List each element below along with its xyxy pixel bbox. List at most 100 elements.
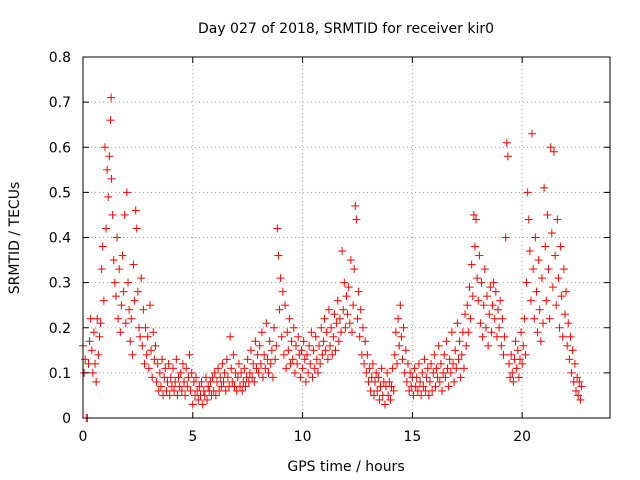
data-point	[331, 346, 340, 355]
data-point	[409, 391, 418, 400]
data-point	[309, 346, 318, 355]
data-point	[291, 341, 300, 350]
data-point	[220, 368, 229, 377]
data-point	[387, 382, 396, 391]
data-point	[307, 328, 316, 337]
data-point	[229, 350, 238, 359]
data-point	[308, 373, 317, 382]
data-point	[124, 278, 133, 287]
data-point	[489, 278, 498, 287]
data-point	[337, 328, 346, 337]
data-point	[216, 373, 225, 382]
data-point	[501, 233, 510, 242]
data-point	[412, 373, 421, 382]
data-point	[521, 350, 530, 359]
data-point	[574, 391, 583, 400]
data-point	[296, 373, 305, 382]
data-point	[240, 364, 249, 373]
data-point	[107, 93, 116, 102]
data-point	[129, 260, 138, 269]
data-point	[304, 368, 313, 377]
data-point	[264, 368, 273, 377]
data-point	[299, 337, 308, 346]
data-point	[85, 337, 94, 346]
data-point	[417, 391, 426, 400]
data-point	[335, 314, 344, 323]
data-point	[488, 301, 497, 310]
data-point	[473, 274, 482, 283]
data-point	[403, 359, 412, 368]
data-point	[310, 364, 319, 373]
data-point	[293, 359, 302, 368]
data-point	[358, 323, 367, 332]
data-point	[275, 305, 284, 314]
data-point	[533, 328, 542, 337]
data-point	[399, 323, 408, 332]
data-point	[301, 377, 310, 386]
data-point	[164, 359, 173, 368]
data-point	[99, 296, 108, 305]
data-point	[391, 328, 400, 337]
data-point	[266, 359, 275, 368]
data-point	[203, 395, 212, 404]
x-tick-label: 20	[513, 429, 531, 445]
data-point	[555, 323, 564, 332]
data-point	[441, 373, 450, 382]
data-point	[559, 265, 568, 274]
data-point	[113, 233, 122, 242]
data-point	[500, 332, 509, 341]
data-point	[345, 319, 354, 328]
data-point	[138, 341, 147, 350]
data-point	[490, 314, 499, 323]
plot-frame	[82, 56, 611, 419]
data-point	[319, 337, 328, 346]
data-point	[491, 287, 500, 296]
data-point	[380, 400, 389, 409]
data-point	[188, 400, 197, 409]
data-point	[257, 328, 266, 337]
data-point	[508, 368, 517, 377]
data-point	[531, 233, 540, 242]
data-point	[545, 314, 554, 323]
data-point	[530, 314, 539, 323]
data-point	[128, 350, 137, 359]
data-point	[397, 332, 406, 341]
data-point	[248, 373, 257, 382]
data-point	[255, 341, 264, 350]
data-point	[551, 251, 560, 260]
data-point	[262, 319, 271, 328]
data-point	[272, 341, 281, 350]
data-point	[520, 314, 529, 323]
data-point	[154, 386, 163, 395]
data-point	[461, 310, 470, 319]
data-point	[542, 296, 551, 305]
data-point	[143, 332, 152, 341]
data-point	[557, 292, 566, 301]
data-point	[371, 377, 380, 386]
data-point	[171, 377, 180, 386]
data-point	[87, 346, 96, 355]
data-point	[369, 391, 378, 400]
data-point	[169, 364, 178, 373]
y-tick-label: 0.3	[49, 276, 71, 292]
data-point	[98, 242, 107, 251]
data-point	[180, 377, 189, 386]
data-point	[313, 368, 322, 377]
data-point	[416, 377, 425, 386]
data-point	[453, 319, 462, 328]
data-point	[320, 314, 329, 323]
data-point	[338, 247, 347, 256]
data-point	[318, 350, 327, 359]
data-point	[528, 129, 537, 138]
data-point	[440, 350, 449, 359]
data-point	[184, 373, 193, 382]
data-point	[573, 373, 582, 382]
data-point	[361, 337, 370, 346]
data-point	[289, 323, 298, 332]
data-point	[484, 341, 493, 350]
data-point	[195, 382, 204, 391]
y-tick-label: 0.5	[49, 185, 71, 201]
data-point	[548, 283, 557, 292]
data-point	[97, 265, 106, 274]
data-point	[116, 328, 125, 337]
